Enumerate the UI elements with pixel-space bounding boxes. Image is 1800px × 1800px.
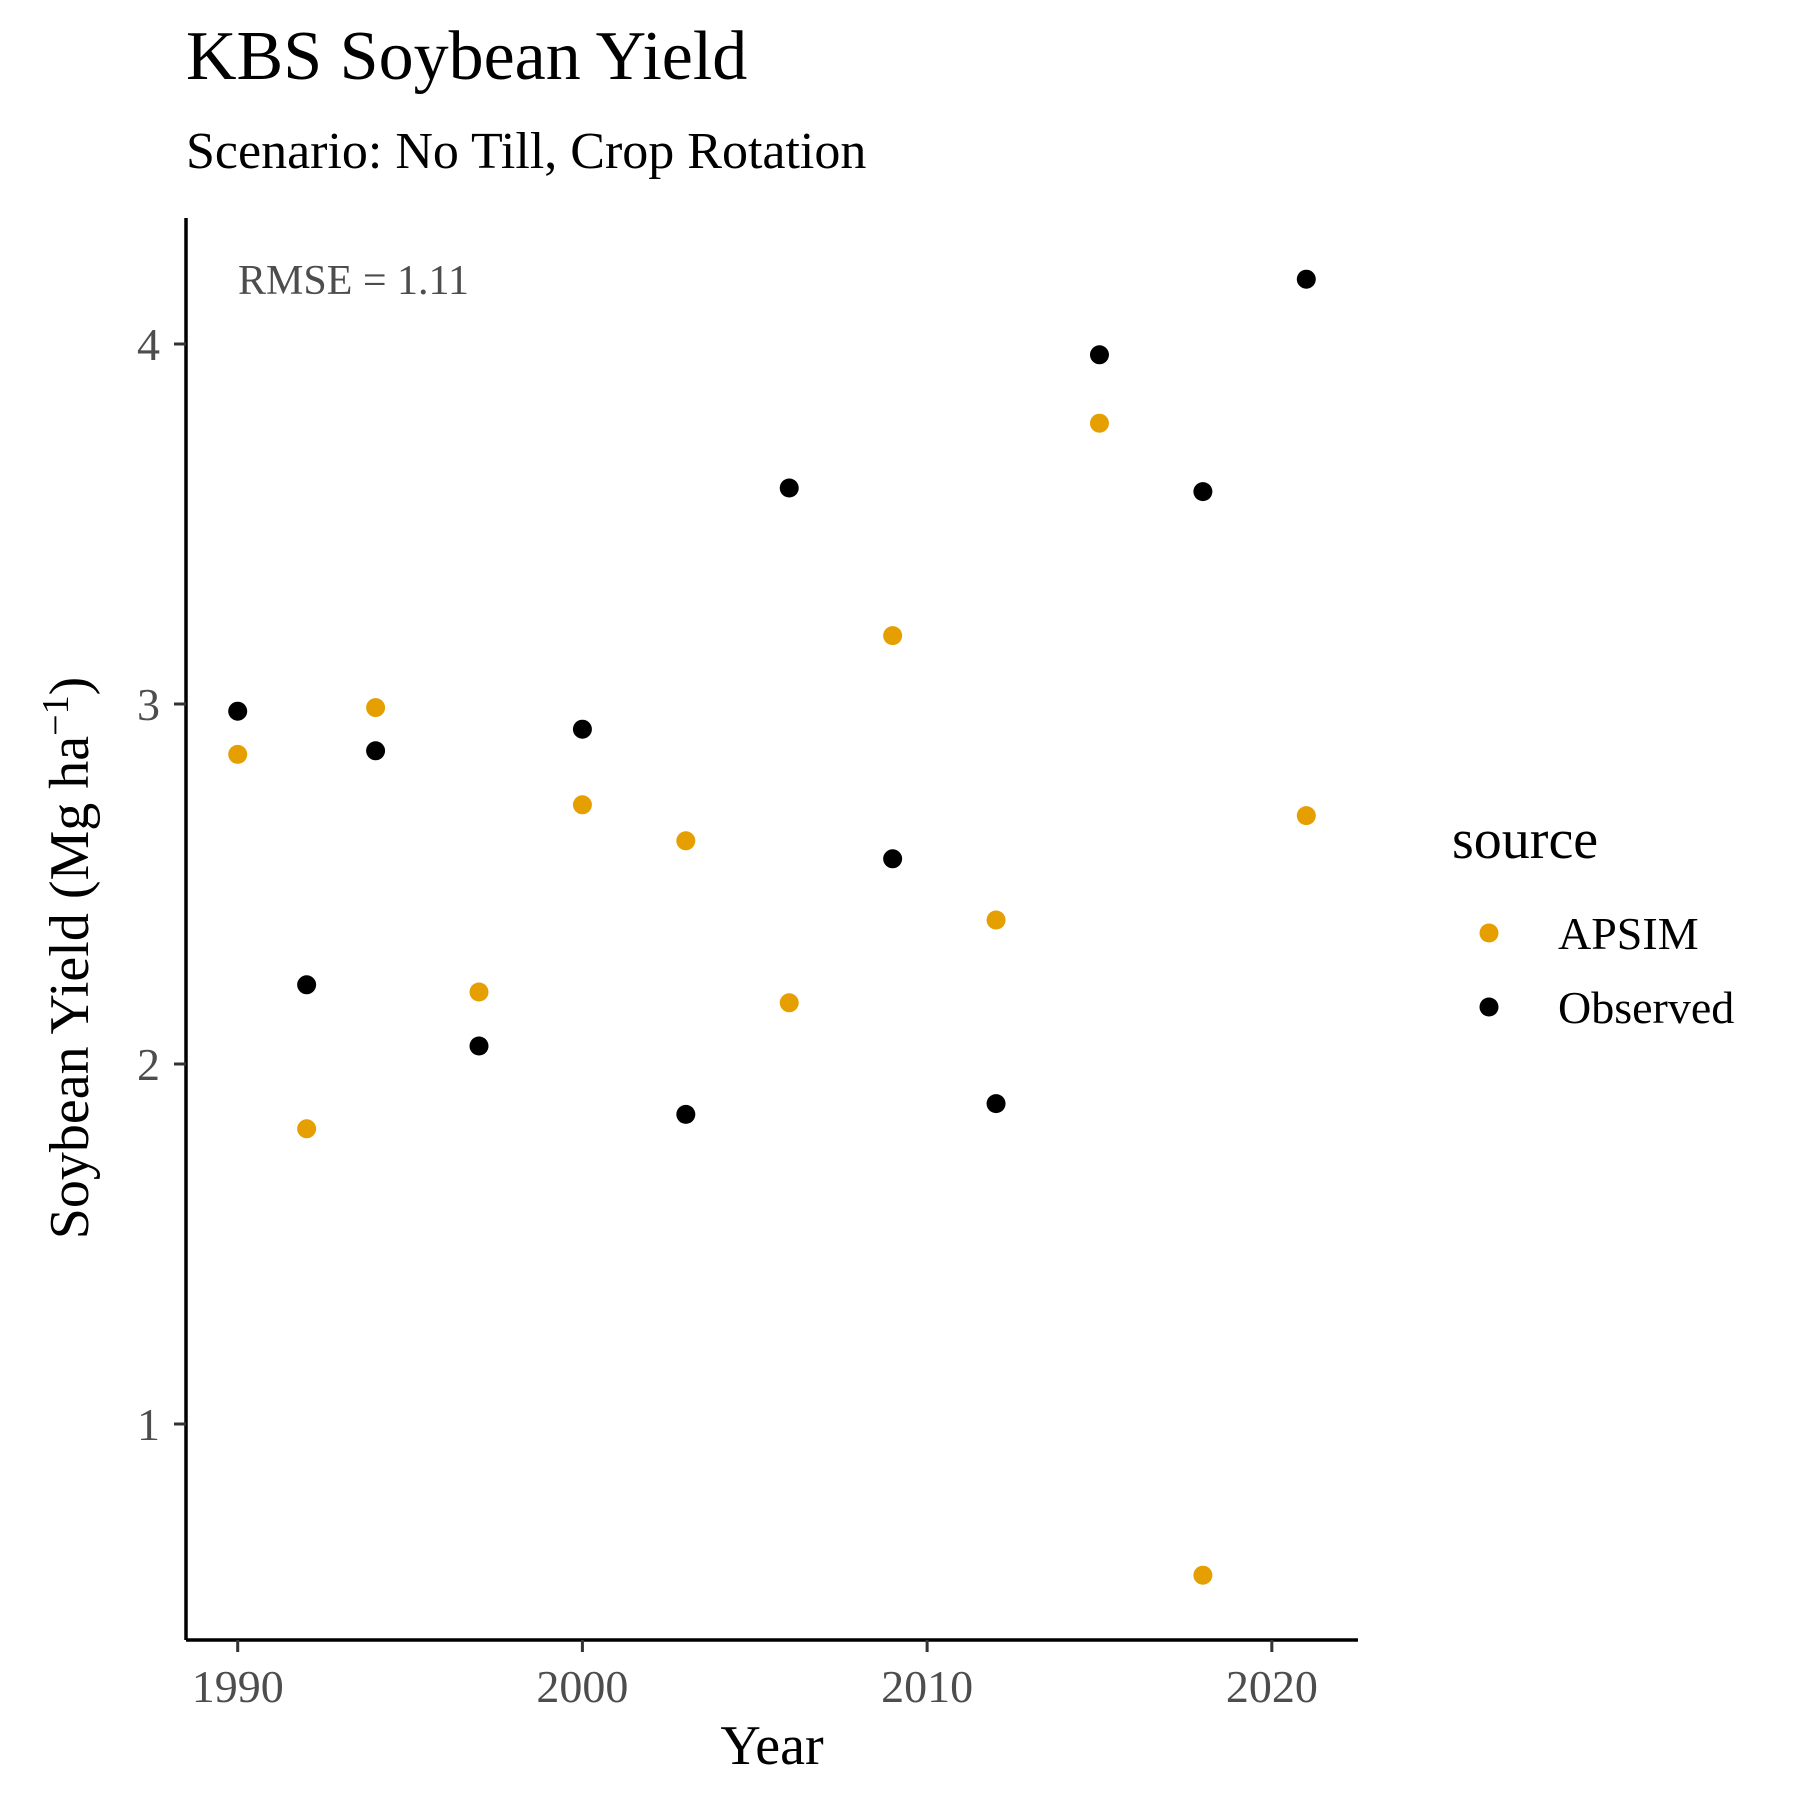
- data-point-observed: [469, 1036, 489, 1056]
- legend: source APSIM Observed: [1452, 809, 1734, 1033]
- data-point-apsim: [986, 910, 1006, 930]
- rmse-annotation: RMSE = 1.11: [238, 258, 469, 304]
- data-point-observed: [572, 719, 592, 739]
- x-tick-label: 2020: [1226, 1661, 1318, 1712]
- data-point-observed: [1089, 345, 1109, 365]
- legend-key-observed: [1479, 997, 1499, 1017]
- legend-title: source: [1452, 809, 1598, 871]
- axes: 1990 2000 2010 2020 1 2 3 4: [137, 218, 1358, 1712]
- chart-title: KBS Soybean Yield: [186, 18, 747, 95]
- data-point-observed: [366, 741, 386, 761]
- data-point-observed: [779, 478, 799, 498]
- data-point-apsim: [228, 744, 248, 764]
- data-point-apsim: [676, 831, 696, 851]
- y-tick-label: 2: [137, 1039, 160, 1090]
- x-tick-label: 1990: [192, 1661, 284, 1712]
- data-point-observed: [986, 1094, 1006, 1114]
- legend-key-apsim: [1479, 923, 1499, 943]
- data-point-observed: [883, 849, 903, 869]
- data-point-apsim: [297, 1119, 317, 1139]
- x-axis-label: Year: [720, 1715, 824, 1777]
- data-point-apsim: [1193, 1565, 1213, 1585]
- data-point-apsim: [1089, 413, 1109, 433]
- data-point-observed: [676, 1104, 696, 1124]
- data-point-apsim: [572, 795, 592, 815]
- data-point-apsim: [779, 993, 799, 1013]
- y-axis-label-main: Soybean Yield (Mg ha: [39, 736, 101, 1240]
- data-point-apsim: [469, 982, 489, 1002]
- x-tick-label: 2010: [881, 1661, 973, 1712]
- y-tick-label: 1: [137, 1399, 160, 1450]
- chart-subtitle: Scenario: No Till, Crop Rotation: [186, 123, 866, 180]
- data-point-observed: [1296, 269, 1316, 289]
- y-axis-label-close: ): [39, 677, 101, 696]
- y-axis-label: Soybean Yield (Mg ha−1): [35, 677, 101, 1240]
- data-point-observed: [1193, 482, 1213, 502]
- y-tick-label: 4: [137, 319, 160, 370]
- data-point-observed: [297, 975, 317, 995]
- data-point-apsim: [883, 626, 903, 646]
- legend-label-apsim: APSIM: [1558, 908, 1699, 959]
- y-tick-label: 3: [137, 679, 160, 730]
- legend-label-observed: Observed: [1558, 982, 1734, 1033]
- y-axis-label-superscript: −1: [35, 695, 77, 735]
- x-tick-label: 2000: [536, 1661, 628, 1712]
- data-points: [228, 269, 1316, 1585]
- data-point-apsim: [366, 698, 386, 718]
- data-point-observed: [228, 701, 248, 721]
- data-point-apsim: [1296, 806, 1316, 826]
